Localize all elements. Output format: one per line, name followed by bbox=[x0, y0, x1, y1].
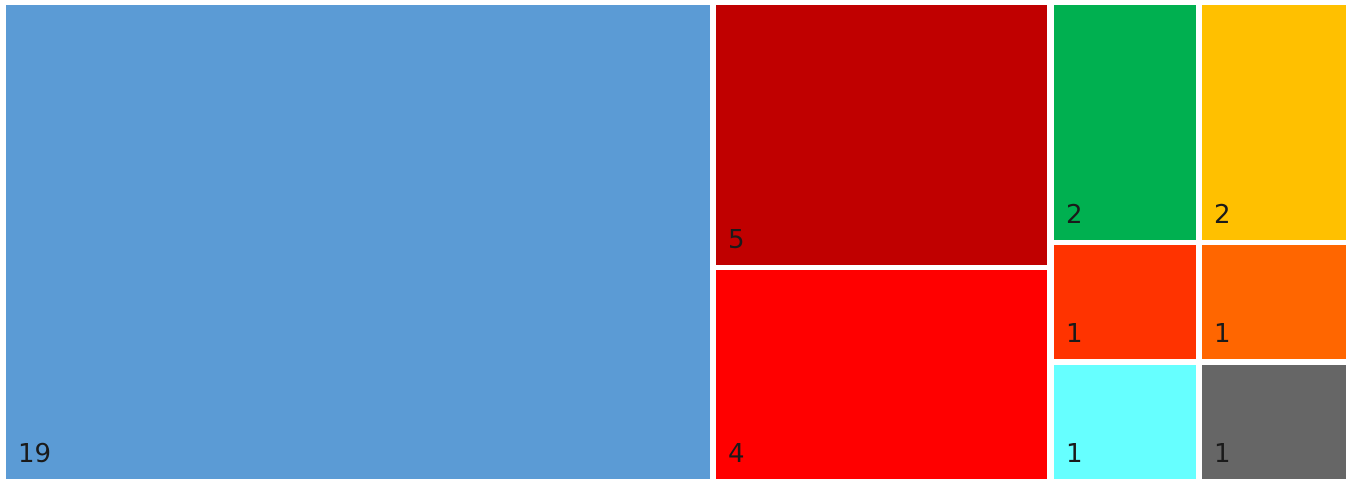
treemap-tile: 2 bbox=[1202, 5, 1346, 240]
treemap-tile-rect bbox=[1202, 365, 1346, 479]
treemap-tile: 1 bbox=[1054, 245, 1196, 359]
treemap-tile: 5 bbox=[716, 5, 1047, 265]
treemap-tile: 1 bbox=[1202, 365, 1346, 479]
treemap-tile-label: 1 bbox=[1066, 439, 1083, 469]
treemap-tile: 1 bbox=[1202, 245, 1346, 359]
treemap-tile: 2 bbox=[1054, 5, 1196, 240]
treemap-tile-label: 1 bbox=[1214, 439, 1231, 469]
treemap-tile-rect bbox=[1054, 5, 1196, 240]
treemap-tile: 1 bbox=[1054, 365, 1196, 479]
treemap-tile-rect bbox=[6, 5, 710, 479]
treemap-tile-label: 4 bbox=[728, 439, 745, 469]
treemap-tile-rect bbox=[1054, 245, 1196, 359]
treemap-tile-label: 1 bbox=[1214, 319, 1231, 349]
treemap-tile-rect bbox=[1202, 245, 1346, 359]
treemap-tile-label: 2 bbox=[1066, 200, 1083, 230]
treemap-tile-label: 19 bbox=[18, 439, 51, 469]
treemap-tile: 19 bbox=[6, 5, 710, 479]
treemap-tile: 4 bbox=[716, 270, 1047, 479]
treemap-tile-rect bbox=[1054, 365, 1196, 479]
treemap-tile-label: 2 bbox=[1214, 200, 1231, 230]
treemap-tile-rect bbox=[716, 5, 1047, 265]
treemap-tile-rect bbox=[716, 270, 1047, 479]
treemap-tile-rect bbox=[1202, 5, 1346, 240]
treemap-tile-label: 5 bbox=[728, 225, 745, 255]
treemap-tile-label: 1 bbox=[1066, 319, 1083, 349]
